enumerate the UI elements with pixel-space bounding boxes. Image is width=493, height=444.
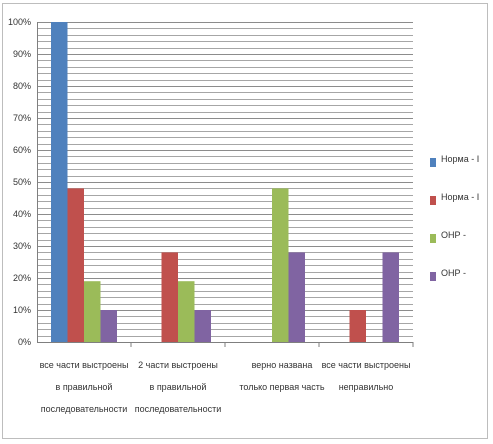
y-tick-label: 90%	[13, 49, 31, 59]
bar	[67, 188, 84, 342]
bar	[84, 281, 101, 342]
y-tick-label: 100%	[8, 17, 31, 27]
legend: Норма - I Норма - I ОНР - ОНР -	[430, 154, 479, 281]
x-category-label: верно названа	[252, 360, 313, 370]
y-tick-label: 20%	[13, 273, 31, 283]
x-category-label: в правильной	[56, 382, 113, 392]
y-tick-label: 60%	[13, 145, 31, 155]
y-tick-label: 70%	[13, 113, 31, 123]
x-category-label: неправильно	[339, 382, 394, 392]
y-tick-label: 50%	[13, 177, 31, 187]
bar	[161, 252, 178, 342]
x-category-label: последовательности	[135, 404, 221, 414]
legend-label: ОНР -	[441, 230, 466, 240]
legend-swatch	[430, 196, 436, 205]
legend-swatch	[430, 272, 436, 281]
bar	[178, 281, 195, 342]
axes	[37, 22, 414, 347]
bar	[349, 310, 366, 342]
y-tick-label: 10%	[13, 305, 31, 315]
bar	[51, 22, 68, 342]
bar	[272, 188, 289, 342]
legend-label: ОНР -	[441, 268, 466, 278]
legend-label: Норма - I	[441, 192, 479, 202]
x-category-label: все части выстроены	[322, 360, 411, 370]
y-tick-label: 80%	[13, 81, 31, 91]
bar	[288, 252, 305, 342]
bars	[51, 22, 399, 342]
x-category-label: в правильной	[150, 382, 207, 392]
x-category-label: только первая часть	[239, 382, 325, 392]
legend-label: Норма - I	[441, 154, 479, 164]
y-tick-label: 40%	[13, 209, 31, 219]
legend-swatch	[430, 234, 436, 243]
x-category-label: все части выстроены	[40, 360, 129, 370]
x-category-label: 2 части выстроены	[138, 360, 218, 370]
y-axis-tick-labels: 0% 10% 20% 30% 40% 50% 60% 70% 80% 90% 100%	[8, 17, 31, 347]
x-category-label: последовательности	[41, 404, 127, 414]
y-tick-label: 0%	[18, 337, 31, 347]
bar	[100, 310, 117, 342]
legend-swatch	[430, 158, 436, 167]
category-labels: все части выстроены в правильной последова…	[40, 360, 411, 414]
bar	[382, 252, 399, 342]
y-tick-label: 30%	[13, 241, 31, 251]
bar	[194, 310, 211, 342]
